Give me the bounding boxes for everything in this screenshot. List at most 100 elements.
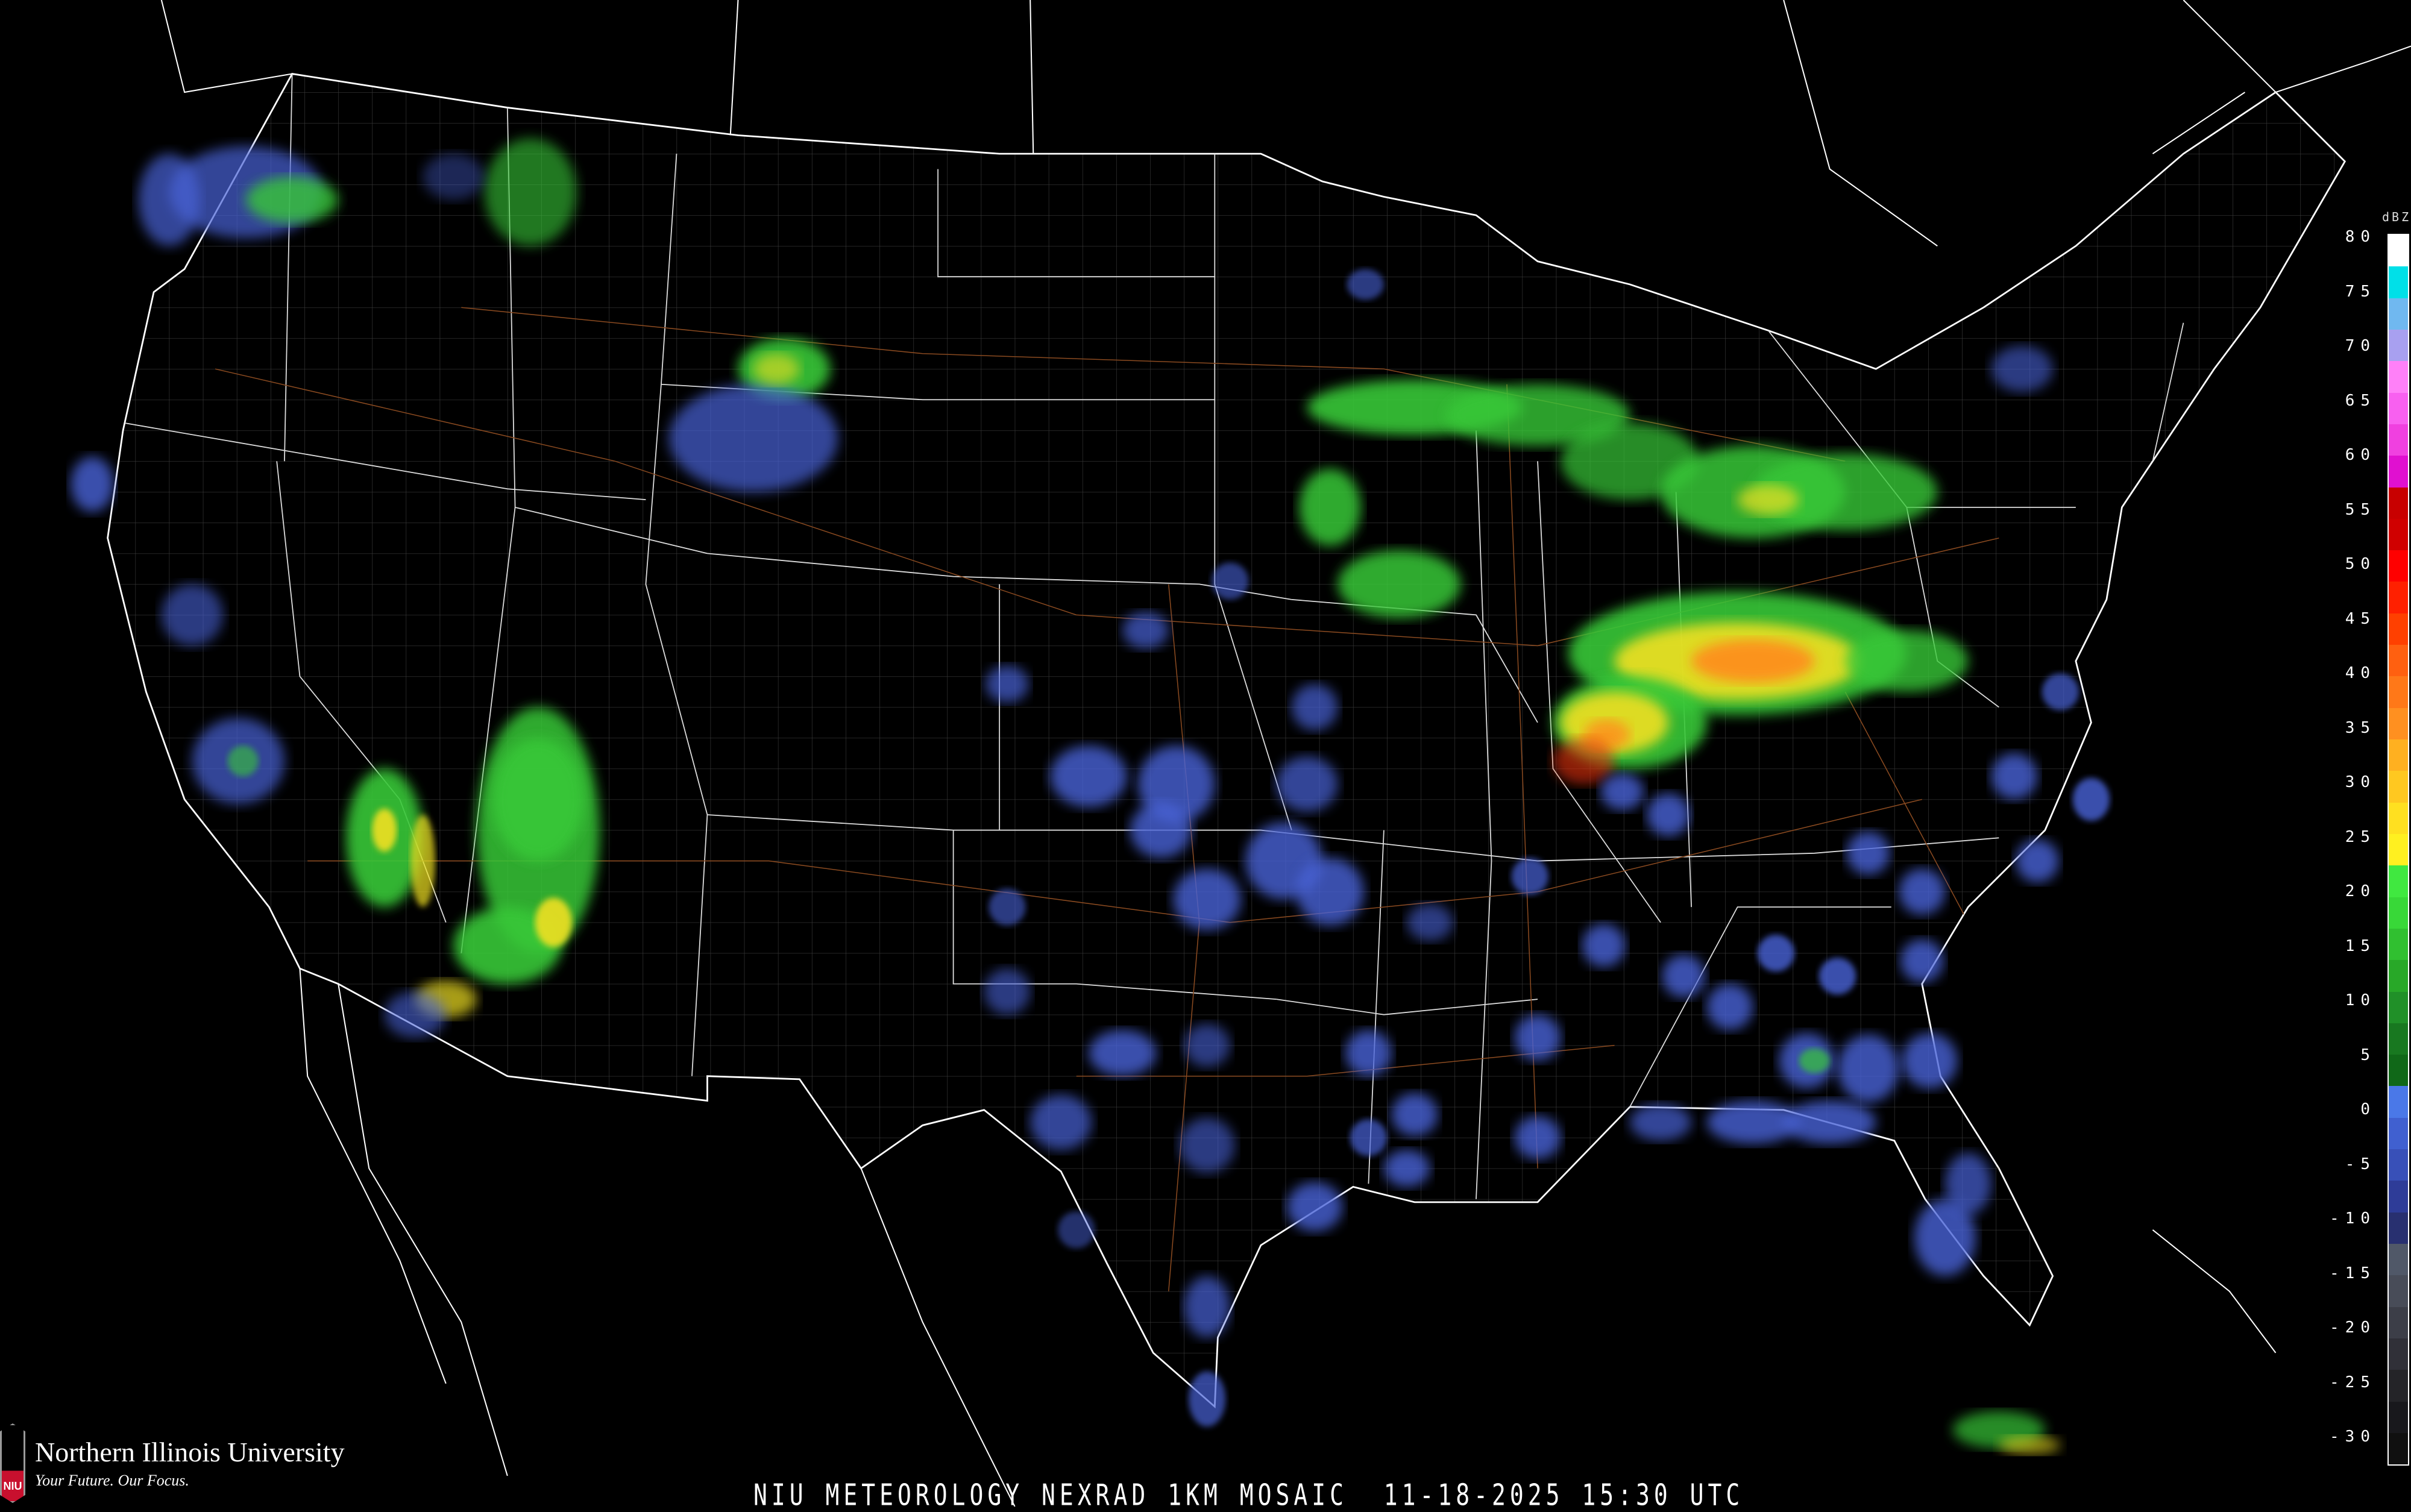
- radar-echo: [1999, 1435, 2061, 1455]
- radar-echo: [1647, 793, 1690, 836]
- colorbar-swatch: [2389, 1023, 2408, 1055]
- radar-echo: [2016, 839, 2059, 883]
- colorbar-swatch: [2389, 1275, 2408, 1307]
- colorbar-tick: 0: [2360, 1100, 2376, 1118]
- colorbar-swatch: [2389, 739, 2408, 771]
- radar-echo: [1600, 773, 1644, 811]
- radar-echo: [989, 888, 1026, 926]
- colorbar-tick: 15: [2345, 936, 2376, 955]
- colorbar-swatch: [2389, 582, 2408, 613]
- colorbar-tick: -20: [2330, 1319, 2376, 1337]
- radar-echo: [2042, 673, 2079, 711]
- colorbar-swatch: [2389, 1055, 2408, 1087]
- colorbar-tick: 80: [2345, 228, 2376, 246]
- colorbar-swatch: [2389, 1244, 2408, 1276]
- colorbar-swatch: [2389, 960, 2408, 992]
- radar-echo: [1845, 630, 1969, 692]
- radar-echo: [71, 456, 114, 512]
- radar-echo: [423, 154, 485, 200]
- colorbar-swatch: [2389, 361, 2408, 393]
- radar-echo: [246, 177, 339, 223]
- radar-echo: [1407, 904, 1453, 941]
- colorbar-swatch: [2389, 235, 2408, 267]
- radar-echo: [1737, 484, 1799, 515]
- radar-echo: [1818, 958, 1856, 995]
- radar-echo: [1184, 1023, 1230, 1067]
- colorbar-swatch: [2389, 928, 2408, 961]
- radar-echo: [1184, 1276, 1230, 1338]
- colorbar-tick: 25: [2345, 827, 2376, 846]
- radar-echo: [1706, 983, 1753, 1030]
- radar-echo: [668, 384, 838, 492]
- colorbar-swatch: [2389, 645, 2408, 677]
- logo-tagline: Your Future. Our Focus.: [35, 1472, 189, 1489]
- colorbar-swatch: [2389, 676, 2408, 708]
- state-boundary: [1476, 430, 1492, 1199]
- radar-echo: [1514, 1116, 1561, 1159]
- colorbar-tick: 10: [2345, 991, 2376, 1009]
- radar-echo: [1299, 469, 1361, 546]
- colorbar-swatch: [2389, 833, 2408, 866]
- radar-echo: [1188, 1371, 1226, 1427]
- colorbar-swatch: [2389, 707, 2408, 739]
- colorbar-swatch: [2389, 487, 2408, 519]
- radar-echo: [1030, 1094, 1092, 1150]
- canada-mexico-borders: [160, 0, 2411, 1507]
- state-boundary: [284, 74, 293, 462]
- us-landmass: [107, 72, 2347, 1409]
- radar-echo: [1383, 1150, 1430, 1187]
- colorbar-tick: 65: [2345, 391, 2376, 410]
- colorbar-swatch: [2389, 1338, 2408, 1370]
- radar-echo: [1630, 1103, 1692, 1141]
- radar-echo: [1291, 684, 1338, 730]
- radar-echo: [227, 745, 259, 777]
- radar-echo: [1582, 924, 1626, 967]
- colorbar-swatch: [2389, 897, 2408, 929]
- radar-echo: [1662, 955, 1706, 998]
- radar-echo: [1553, 738, 1615, 785]
- radar-echo: [985, 665, 1029, 703]
- radar-echo: [1899, 868, 1946, 915]
- colorbar-tick: 55: [2345, 500, 2376, 519]
- radar-echo: [984, 968, 1031, 1015]
- colorbar-tick: 70: [2345, 337, 2376, 355]
- colorbar-tick: 35: [2345, 718, 2376, 737]
- radar-echo: [1445, 384, 1630, 446]
- colorbar-tick: -30: [2330, 1428, 2376, 1446]
- colorbar-swatch: [2389, 424, 2408, 456]
- colorbar-swatch: [2389, 1432, 2408, 1465]
- highway: [307, 798, 1922, 923]
- colorbar-tick: -25: [2330, 1373, 2376, 1391]
- radar-echo: [1991, 345, 2053, 392]
- radar-echo: [2072, 777, 2110, 821]
- colorbar-tick: 30: [2345, 773, 2376, 791]
- colorbar-swatch: [2389, 1086, 2408, 1118]
- colorbar-tick: -10: [2330, 1209, 2376, 1228]
- radar-echo: [1945, 1153, 1991, 1215]
- colorbar-swatch: [2389, 865, 2408, 897]
- radar-echo: [492, 738, 585, 861]
- colorbar-unit: dBZ: [2382, 210, 2411, 224]
- radar-echo: [1050, 745, 1127, 808]
- radar-echo: [1089, 1030, 1157, 1076]
- colorbar-swatch: [2389, 1401, 2408, 1433]
- radar-echo: [384, 991, 446, 1038]
- radar-echo: [1345, 1030, 1392, 1076]
- radar-echo: [1846, 832, 1890, 875]
- radar-echo: [410, 815, 435, 908]
- radar-echo: [453, 907, 562, 984]
- niu-logo: NIU Northern Illinois University Your Fu…: [0, 1423, 345, 1503]
- colorbar-tick: -15: [2330, 1264, 2376, 1282]
- colorbar-swatch: [2389, 991, 2408, 1023]
- radar-echo: [1799, 1048, 1830, 1073]
- colorbar-swatch: [2389, 1370, 2408, 1402]
- colorbar-tick: 60: [2345, 446, 2376, 464]
- radar-echo: [1122, 612, 1169, 649]
- product-title: NIU METEOROLOGY NEXRAD 1KM MOSAIC 11-18-…: [753, 1478, 1744, 1512]
- radar-echo: [1173, 868, 1241, 930]
- radar-echo: [1757, 935, 1795, 972]
- radar-echo: [1347, 269, 1384, 300]
- state-boundary: [1537, 837, 1999, 862]
- radar-echo: [1900, 939, 1944, 983]
